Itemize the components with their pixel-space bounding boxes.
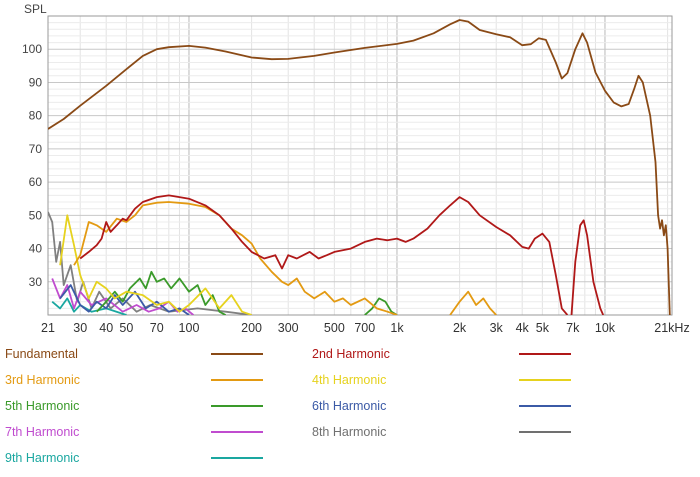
series-line-9th-harmonic — [51, 297, 127, 315]
legend-label-fundamental: Fundamental — [5, 347, 78, 361]
legend-label-3rd-harmonic: 3rd Harmonic — [5, 373, 81, 387]
legend-label-7th-harmonic: 7th Harmonic — [5, 425, 80, 439]
legend-swatch-3rd-harmonic — [211, 379, 263, 381]
series-line-5th-harmonic — [364, 297, 398, 315]
x-tick-label: 70 — [150, 321, 164, 335]
x-tick-label: 10k — [595, 321, 616, 335]
x-tick-label: 1k — [390, 321, 404, 335]
x-tick-label: 30 — [73, 321, 87, 335]
legend-label-5th-harmonic: 5th Harmonic — [5, 399, 80, 413]
legend-swatch-9th-harmonic — [211, 457, 263, 459]
series-line-7th-harmonic — [51, 278, 194, 315]
series-line-3rd-harmonic — [449, 290, 497, 315]
y-tick-label: 70 — [29, 142, 43, 156]
x-tick-label: 21 — [41, 321, 55, 335]
series-line-3rd-harmonic — [73, 201, 398, 315]
y-tick-label: 80 — [29, 109, 43, 123]
legend-label-2nd-harmonic: 2nd Harmonic — [312, 347, 390, 361]
y-tick-label: 100 — [22, 42, 42, 56]
legend: Fundamental 2nd Harmonic 3rd Harmonic 4th H… — [0, 340, 700, 470]
legend-label-8th-harmonic: 8th Harmonic — [312, 425, 387, 439]
y-tick-label: 60 — [29, 175, 43, 189]
x-tick-label: 300 — [278, 321, 299, 335]
x-tick-label: 21kHz — [654, 321, 689, 335]
x-tick-label: 200 — [241, 321, 262, 335]
legend-swatch-fundamental — [211, 353, 263, 355]
legend-swatch-6th-harmonic — [519, 405, 571, 407]
series-line-fundamental — [48, 19, 671, 315]
legend-label-6th-harmonic: 6th Harmonic — [312, 399, 387, 413]
x-tick-label: 5k — [536, 321, 550, 335]
legend-swatch-7th-harmonic — [211, 431, 263, 433]
series-line-6th-harmonic — [59, 284, 190, 315]
legend-swatch-5th-harmonic — [211, 405, 263, 407]
legend-swatch-4th-harmonic — [519, 379, 571, 381]
series-line-5th-harmonic — [96, 270, 227, 315]
x-tick-label: 3k — [490, 321, 504, 335]
series-line-2nd-harmonic — [570, 219, 605, 315]
spl-chart: 30 40 50 60 70 80 90 100 SPL 21 30 40 50 70 100 200 300 5… — [22, 2, 690, 335]
legend-swatch-8th-harmonic — [519, 431, 571, 433]
x-tick-label: 4k — [516, 321, 530, 335]
plot-frame — [47, 15, 673, 316]
y-tick-label: 90 — [29, 75, 43, 89]
y-tick-label: 40 — [29, 242, 43, 256]
y-axis-label: SPL — [24, 2, 47, 16]
x-tick-label: 2k — [453, 321, 467, 335]
series-line-2nd-harmonic — [79, 194, 569, 315]
y-tick-label: 30 — [29, 275, 43, 289]
x-tick-label: 100 — [179, 321, 200, 335]
x-tick-label: 700 — [354, 321, 375, 335]
x-tick-label: 500 — [324, 321, 345, 335]
legend-label-9th-harmonic: 9th Harmonic — [5, 451, 80, 465]
x-tick-label: 50 — [119, 321, 133, 335]
series-line-4th-harmonic — [59, 214, 252, 315]
legend-swatch-2nd-harmonic — [519, 353, 571, 355]
legend-label-4th-harmonic: 4th Harmonic — [312, 373, 387, 387]
y-tick-label: 50 — [29, 208, 43, 222]
plot-area — [48, 16, 672, 315]
x-tick-label: 40 — [99, 321, 113, 335]
x-tick-label: 7k — [566, 321, 580, 335]
